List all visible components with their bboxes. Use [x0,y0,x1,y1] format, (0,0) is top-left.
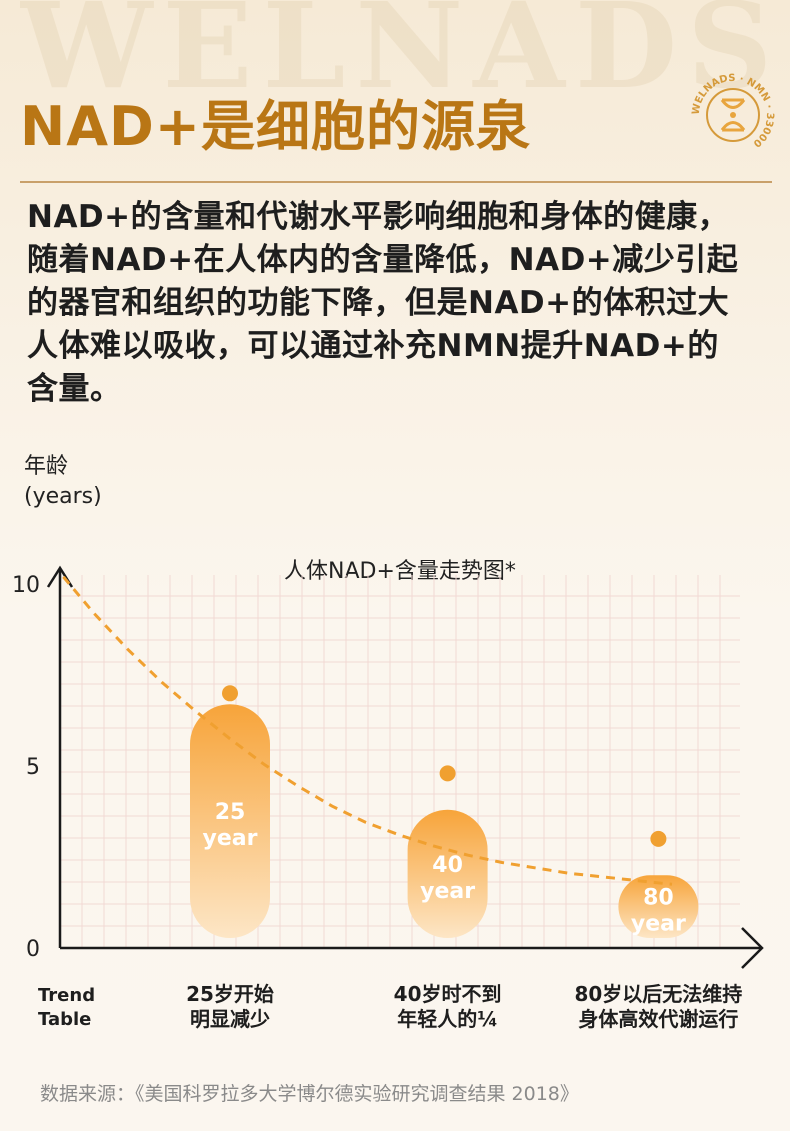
x-caption: 25岁开始 [186,982,274,1006]
y-tick-label: 10 [12,573,40,598]
x-caption: 40岁时不到 [394,982,502,1006]
age-bar [407,809,488,938]
svg-text:WELNADS · NMN · 33000: WELNADS · NMN · 33000 [691,73,775,149]
x-axis-arrow [741,927,764,969]
brand-watermark: WELNADS [20,0,780,115]
x-caption: 身体高效代谢运行 [578,1007,738,1031]
age-bar-label: 40 [432,853,463,878]
page-title: NAD+是细胞的源泉 [20,95,532,158]
y-axis-label-line: 年龄 [24,454,69,479]
corner-label: Table [38,1009,91,1030]
y-tick-label: 0 [26,937,40,962]
x-caption: 年轻人的¼ [397,1007,498,1031]
description-line: 人体难以吸收，可以通过补充NMN提升NAD+的 [27,328,719,364]
trend-point [650,830,667,847]
x-caption: 明显减少 [190,1007,270,1031]
description-line: 随着NAD+在人体内的含量降低，NAD+减少引起 [27,242,739,278]
x-caption: 80岁以后无法维持 [574,982,742,1006]
trend-curve [62,575,673,886]
chart-title: 人体NAD+含量走势图* [284,559,516,584]
trend-point [439,765,456,782]
age-bar-label: 80 [643,886,674,911]
age-bar-label: year [631,912,686,937]
corner-label: Trend [38,985,95,1006]
title-divider [20,181,772,183]
age-bar [618,875,699,938]
description-line: 含量。 [27,371,122,407]
age-bar-label: year [420,879,475,904]
y-axis-label-line: (years) [24,484,102,509]
y-tick-label: 5 [26,755,40,780]
description-text: NAD+的含量和代谢水平影响细胞和身体的健康， 随着NAD+在人体内的含量降低，… [27,196,777,411]
trend-point [222,685,238,702]
age-bar-label: year [203,826,258,851]
description-line: 的器官和组织的功能下降，但是NAD+的体积过大 [27,285,730,321]
y-axis-label: 年龄 (years) [24,452,102,512]
data-source-note: 数据来源：《美国科罗拉多大学博尔德实验研究调查结果 2018》 [40,1083,579,1105]
description-line: NAD+的含量和代谢水平影响细胞和身体的健康， [27,199,730,235]
age-bar [190,704,270,938]
brand-seal-logo: WELNADS · NMN · 33000 [691,73,775,149]
age-bar-label: 25 [215,800,246,825]
